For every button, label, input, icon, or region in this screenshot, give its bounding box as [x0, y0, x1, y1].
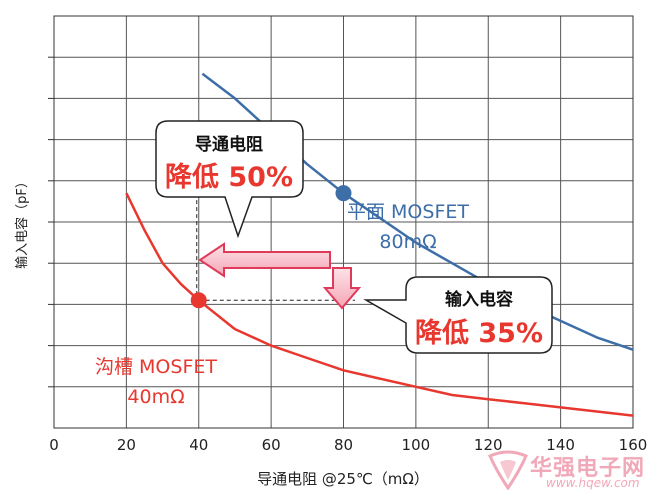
guide-lines: [196, 179, 355, 301]
label-planar-value: 80mΩ: [379, 231, 436, 253]
watermark: 华强电子网 www.hqew.com: [486, 448, 656, 494]
watermark-url: www.hqew.com: [546, 476, 640, 490]
x-tick-label: 160: [619, 436, 648, 454]
watermark-logo-icon: [488, 450, 528, 490]
watermark-name: 华强电子网: [530, 456, 646, 481]
reduction-arrows: [198, 242, 362, 310]
x-tick-label: 40: [189, 436, 208, 454]
x-tick-label: 140: [546, 436, 575, 454]
x-tick-label: 0: [49, 436, 59, 454]
callout-on-resistance-title: 导通电阻: [195, 134, 263, 155]
x-tick-label: 100: [402, 436, 431, 454]
highlight-points: [190, 185, 352, 309]
callout-input-capacitance-title: 输入电容: [445, 289, 513, 310]
x-tick-label: 80: [334, 436, 353, 454]
x-tick-label: 20: [117, 436, 136, 454]
point-planar-80: [335, 185, 352, 202]
label-planar-name: 平面 MOSFET: [347, 201, 469, 223]
label-trench-name: 沟槽 MOSFET: [95, 356, 217, 378]
callout-on-resistance: 导通电阻 降低 50%: [155, 120, 304, 239]
callout-input-capacitance-box: [363, 276, 553, 354]
callout-on-resistance-box: [155, 120, 304, 239]
series-line-trench: [125, 192, 634, 417]
label-trench-value: 40mΩ: [127, 386, 184, 408]
label-planar: 平面 MOSFET 80mΩ: [347, 201, 469, 253]
left-arrow: [198, 242, 331, 278]
callout-on-resistance-value: 降低 50%: [165, 162, 293, 193]
callout-input-capacitance-value: 降低 35%: [415, 318, 543, 349]
x-tick-label: 60: [262, 436, 281, 454]
y-axis-label: 输入电容（pF）: [14, 175, 30, 269]
x-axis-label: 导通电阻 @25℃（mΩ）: [257, 470, 429, 488]
point-trench-40: [190, 292, 207, 309]
y-axis-ticks: [48, 56, 54, 388]
x-axis-ticks: 0 20 40 60 80 100 120 140 160: [49, 436, 647, 454]
label-trench: 沟槽 MOSFET 40mΩ: [95, 356, 217, 408]
x-tick-label: 120: [474, 436, 503, 454]
down-arrow: [322, 267, 362, 310]
callout-input-capacitance: 输入电容 降低 35%: [363, 276, 553, 354]
